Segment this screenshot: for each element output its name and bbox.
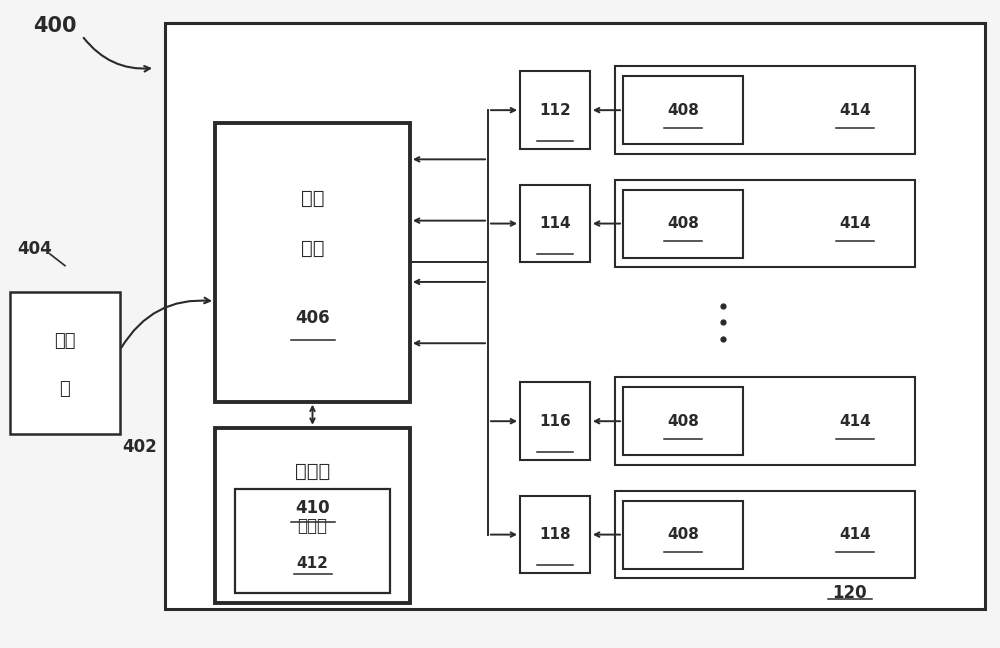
Text: 410: 410: [295, 499, 330, 517]
Text: 控制: 控制: [301, 189, 324, 208]
Bar: [520, 71, 590, 149]
Bar: [615, 67, 915, 154]
Text: 400: 400: [33, 16, 77, 36]
Bar: [215, 123, 410, 402]
Text: 408: 408: [667, 102, 699, 118]
Text: 408: 408: [667, 216, 699, 231]
Text: 存储器: 存储器: [298, 516, 328, 535]
Text: 408: 408: [667, 527, 699, 542]
Bar: [165, 23, 985, 609]
Text: 414: 414: [839, 102, 871, 118]
Bar: [235, 489, 390, 593]
Text: 118: 118: [539, 527, 571, 542]
Text: 112: 112: [539, 102, 571, 118]
Text: 414: 414: [839, 527, 871, 542]
Bar: [615, 491, 915, 579]
Text: 单元: 单元: [301, 239, 324, 258]
Bar: [623, 500, 743, 569]
Bar: [520, 382, 590, 460]
Text: 源: 源: [60, 380, 70, 397]
Bar: [520, 185, 590, 262]
Bar: [623, 388, 743, 455]
Bar: [10, 292, 120, 434]
Text: 116: 116: [539, 413, 571, 429]
Bar: [215, 428, 410, 603]
Text: 114: 114: [539, 216, 571, 231]
Text: 404: 404: [18, 240, 52, 259]
Bar: [615, 180, 915, 268]
Text: 406: 406: [295, 309, 330, 327]
Text: 414: 414: [839, 413, 871, 429]
Bar: [615, 377, 915, 465]
Bar: [623, 76, 743, 145]
Text: 408: 408: [667, 413, 699, 429]
Bar: [623, 189, 743, 257]
Text: 音频: 音频: [54, 332, 76, 351]
Bar: [520, 496, 590, 573]
Text: 120: 120: [833, 584, 867, 602]
Text: 处理器: 处理器: [295, 462, 330, 481]
Text: 412: 412: [297, 557, 328, 572]
Text: 402: 402: [123, 438, 157, 456]
Text: 414: 414: [839, 216, 871, 231]
